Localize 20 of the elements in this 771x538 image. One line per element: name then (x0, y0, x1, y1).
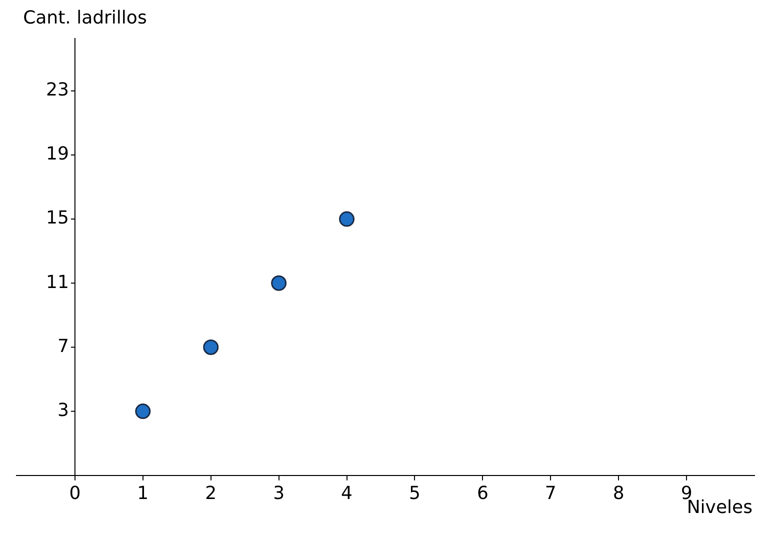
y-tick-label: 15 (46, 208, 69, 229)
x-tick-label: 3 (273, 482, 285, 504)
point (203, 339, 219, 355)
y-tick-label: 11 (46, 272, 69, 293)
x-tick-label: 8 (612, 482, 624, 504)
point (271, 275, 287, 291)
x-tick-label: 4 (341, 482, 352, 504)
y-tick-label: 19 (46, 144, 69, 165)
y-axis-title: Cant. ladrillos (23, 8, 147, 29)
x-tick-label: 5 (408, 482, 420, 504)
y-tick-label: 3 (57, 400, 69, 421)
y-tick-label: 23 (46, 80, 69, 101)
x-tick-label: 7 (544, 482, 556, 504)
y-tick-label: 7 (57, 336, 69, 357)
x-tick-label: 1 (137, 482, 149, 504)
point (339, 211, 355, 227)
x-tick-label: 0 (69, 482, 81, 504)
x-tick-label: 2 (205, 482, 217, 504)
x-tick-label: 6 (476, 482, 488, 504)
point (135, 404, 151, 420)
